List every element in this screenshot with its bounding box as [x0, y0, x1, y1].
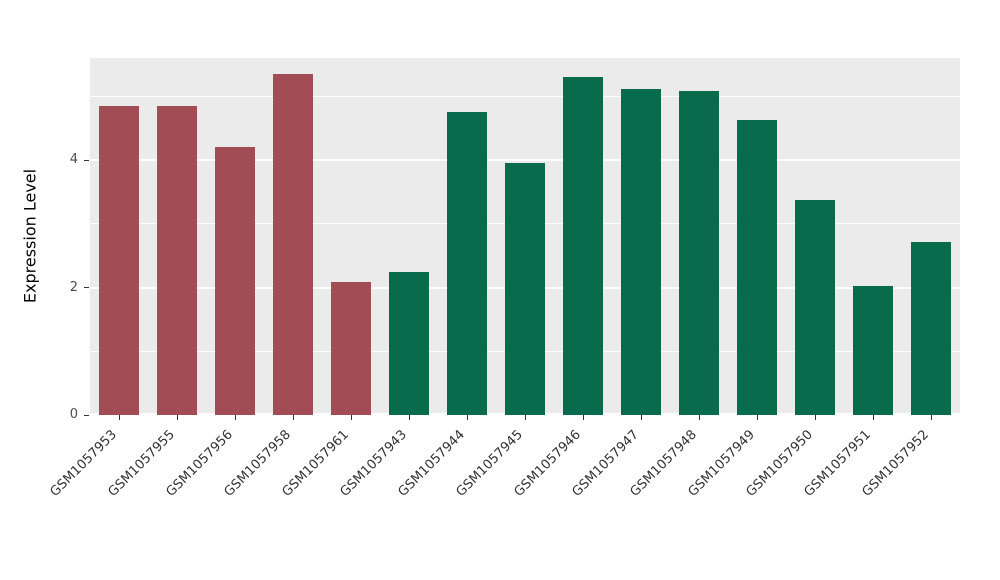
bar-GSM1057949 — [737, 120, 777, 415]
x-tick-mark — [466, 415, 468, 420]
x-tick-label-GSM1057953: GSM1057953 — [47, 427, 120, 500]
x-tick-label-GSM1057949: GSM1057949 — [685, 427, 758, 500]
x-tick-label-GSM1057958: GSM1057958 — [221, 427, 294, 500]
x-tick-mark — [872, 415, 874, 420]
x-tick-mark — [814, 415, 816, 420]
bar-GSM1057953 — [99, 105, 139, 415]
x-tick-label-GSM1057948: GSM1057948 — [627, 427, 700, 500]
bar-GSM1057947 — [621, 88, 661, 415]
x-tick-mark — [756, 415, 758, 420]
x-tick-label-GSM1057952: GSM1057952 — [859, 427, 932, 500]
y-axis-title: Expression Level — [20, 168, 40, 304]
x-tick-label-GSM1057947: GSM1057947 — [569, 427, 642, 500]
bar-GSM1057943 — [389, 271, 429, 415]
x-tick-label-GSM1057950: GSM1057950 — [743, 427, 816, 500]
x-tick-mark — [408, 415, 410, 420]
bar-GSM1057961 — [331, 282, 371, 415]
x-tick-mark — [176, 415, 178, 420]
x-tick-mark — [292, 415, 294, 420]
x-tick-mark — [234, 415, 236, 420]
plot-panel — [90, 58, 960, 415]
bar-GSM1057946 — [563, 77, 603, 415]
bar-GSM1057952 — [911, 241, 951, 415]
bar-GSM1057955 — [157, 105, 197, 415]
x-tick-mark — [582, 415, 584, 420]
y-tick-label: 2 — [69, 279, 78, 295]
x-tick-mark — [640, 415, 642, 420]
y-tick-label: 0 — [69, 407, 78, 422]
x-tick-label-GSM1057961: GSM1057961 — [279, 427, 352, 500]
bar-GSM1057956 — [215, 147, 255, 415]
bar-GSM1057951 — [853, 286, 893, 415]
x-tick-mark — [118, 415, 120, 420]
x-tick-mark — [524, 415, 526, 420]
bar-GSM1057948 — [679, 91, 719, 415]
x-tick-label-GSM1057956: GSM1057956 — [163, 427, 236, 500]
bar-GSM1057944 — [447, 112, 487, 415]
x-tick-label-GSM1057946: GSM1057946 — [511, 427, 584, 500]
x-tick-label-GSM1057945: GSM1057945 — [453, 427, 526, 500]
gridline-major — [90, 159, 960, 161]
x-tick-label-GSM1057944: GSM1057944 — [395, 427, 468, 500]
y-tick-label: 4 — [69, 152, 78, 167]
x-tick-label-GSM1057951: GSM1057951 — [801, 427, 874, 500]
y-tick-mark — [84, 414, 89, 416]
gridline-minor — [90, 95, 960, 97]
x-tick-mark — [698, 415, 700, 420]
bar-GSM1057958 — [273, 73, 313, 415]
x-tick-mark — [930, 415, 932, 420]
bar-GSM1057950 — [795, 199, 835, 415]
x-tick-label-GSM1057943: GSM1057943 — [337, 427, 410, 500]
x-tick-label-GSM1057955: GSM1057955 — [105, 427, 178, 500]
y-tick-mark — [84, 159, 89, 161]
bar-GSM1057945 — [505, 163, 545, 415]
x-tick-mark — [350, 415, 352, 420]
y-tick-mark — [84, 287, 89, 288]
